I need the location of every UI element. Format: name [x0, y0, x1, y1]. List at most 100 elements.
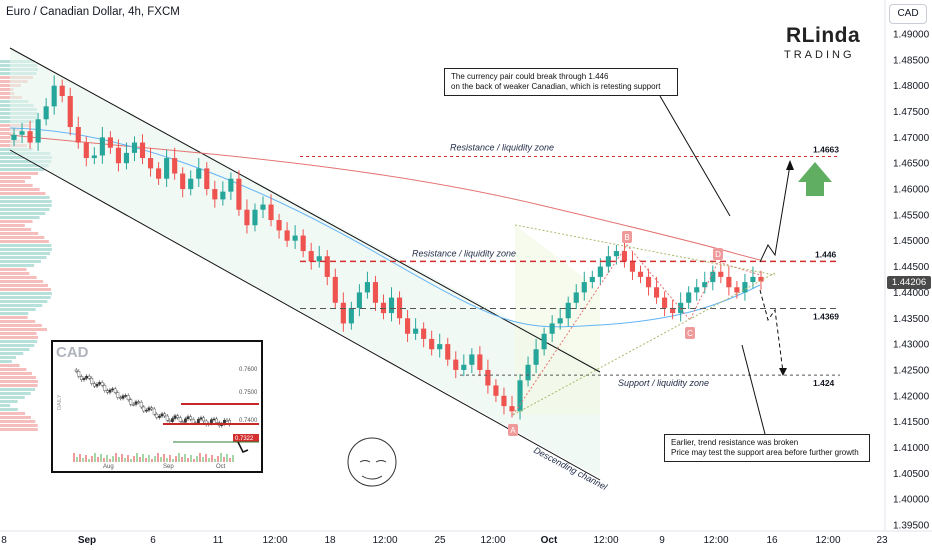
- inset-candle: [181, 421, 185, 423]
- candle-body: [525, 364, 531, 381]
- time-tick-label: 11: [213, 535, 224, 546]
- pattern-point-marker: [508, 424, 518, 436]
- volume-profile-bar: [0, 368, 27, 371]
- volume-profile-bar: [0, 420, 36, 423]
- channel-area: [10, 48, 600, 478]
- price-tick-label: 1.43500: [893, 314, 930, 325]
- candle-body: [284, 230, 290, 241]
- candle-body: [107, 137, 113, 148]
- time-tick-label: Oct: [541, 535, 558, 546]
- inset-candle: [163, 413, 167, 417]
- volume-profile-bar: [0, 372, 33, 375]
- candle-body: [565, 302, 571, 319]
- volume-profile-bar: [0, 168, 45, 171]
- price-tick-label: 1.49000: [893, 30, 930, 41]
- inset-volume-bar: [205, 454, 207, 462]
- inset-candle: [95, 383, 99, 387]
- inset-volume-bar: [133, 456, 135, 462]
- candle-body: [653, 287, 660, 298]
- callout-top: The currency pair could break through 1.…: [444, 68, 678, 96]
- inset-volume-bar: [223, 457, 225, 462]
- price-tick-label: 1.46000: [893, 185, 930, 196]
- candle-body: [268, 204, 274, 221]
- inset-volume-bar: [193, 459, 195, 462]
- candle-body: [27, 131, 33, 143]
- volume-profile-bar: [0, 200, 52, 203]
- volume-profile-bar: [0, 232, 39, 235]
- inset-candle: [212, 418, 216, 421]
- price-tick-label: 1.43000: [893, 340, 930, 351]
- current-price-tag: 1.44206: [887, 276, 931, 289]
- price-tick-label: 1.42000: [893, 391, 930, 402]
- logo-sub-text: TRADING: [784, 49, 855, 61]
- inset-time-label: Aug: [103, 464, 114, 470]
- candle-body: [581, 282, 587, 293]
- volume-profile-bar: [0, 208, 50, 211]
- inset-volume-bar: [88, 459, 90, 462]
- volume-profile-bar: [0, 244, 52, 247]
- ma-blue-line: [9, 127, 761, 328]
- candle-body: [549, 323, 555, 334]
- inset-candle: [150, 407, 154, 410]
- candle-body: [131, 142, 138, 153]
- time-tick-label: 23: [876, 535, 888, 546]
- inset-title: CAD: [56, 344, 89, 361]
- triangle-upper-line: [514, 224, 776, 276]
- price-tick-label: 1.47000: [893, 133, 930, 144]
- inset-candle: [85, 375, 89, 379]
- volume-profile-bar: [0, 360, 12, 363]
- candle-body: [485, 369, 491, 386]
- candle-body: [413, 328, 419, 334]
- candle-body: [51, 85, 57, 107]
- inset-volume-bar: [94, 453, 96, 462]
- inset-volume-bar: [220, 453, 222, 462]
- volume-profile-bar: [0, 136, 13, 139]
- inset-volume-bar: [106, 455, 108, 462]
- candle-body: [380, 302, 387, 314]
- inset-candle: [137, 401, 141, 403]
- currency-badge[interactable]: CAD: [889, 4, 927, 24]
- volume-profile-bar: [0, 404, 11, 407]
- inset-volume-bar: [112, 456, 114, 462]
- volume-profile-bar: [0, 328, 48, 331]
- inset-candle: [142, 406, 146, 412]
- candle-body: [123, 152, 130, 164]
- candle-body: [147, 158, 154, 169]
- time-tick-label: 12:00: [372, 535, 397, 546]
- candle-body: [67, 96, 73, 128]
- inset-candle: [121, 395, 125, 399]
- volume-profile-bar: [0, 336, 38, 339]
- level-2-label: 1.446: [815, 249, 837, 259]
- inset-volume-bar: [184, 454, 186, 462]
- volume-profile-bar: [0, 188, 40, 191]
- volume-profile-bar: [0, 424, 38, 427]
- candle-body: [212, 189, 218, 200]
- price-tick-label: 1.45500: [893, 210, 930, 221]
- candle-body: [429, 338, 435, 350]
- price-tick-label: 1.48500: [893, 55, 930, 66]
- price-tick-label: 1.41500: [893, 417, 930, 428]
- inset-candle: [196, 418, 200, 424]
- callout-top-line1: The currency pair could break through 1.…: [451, 72, 609, 81]
- inset-candle: [147, 407, 151, 411]
- candle-body: [308, 251, 314, 262]
- inset-volume-bar: [142, 454, 144, 462]
- inset-candle: [129, 399, 133, 405]
- levels: Resistance / liquidity zone Resistance / …: [300, 142, 840, 388]
- candle-body: [35, 119, 41, 143]
- inset-volume-bar: [214, 459, 216, 462]
- inset-candle: [152, 408, 156, 415]
- inset-candle: [124, 395, 128, 397]
- inset-volume-bar: [127, 455, 129, 462]
- inset-candle: [178, 417, 182, 422]
- candle-body: [300, 235, 306, 252]
- volume-profile-bar: [0, 132, 16, 135]
- callout-bottom: Earlier, trend resistance was broken Pri…: [664, 434, 870, 462]
- volume-profile-bar: [0, 88, 14, 91]
- volume-profile-bar: [0, 252, 51, 255]
- time-tick-label: 12:00: [262, 535, 287, 546]
- candle-body: [388, 297, 395, 314]
- inset-volume-bar: [82, 458, 84, 462]
- volume-profile-bar: [0, 384, 38, 387]
